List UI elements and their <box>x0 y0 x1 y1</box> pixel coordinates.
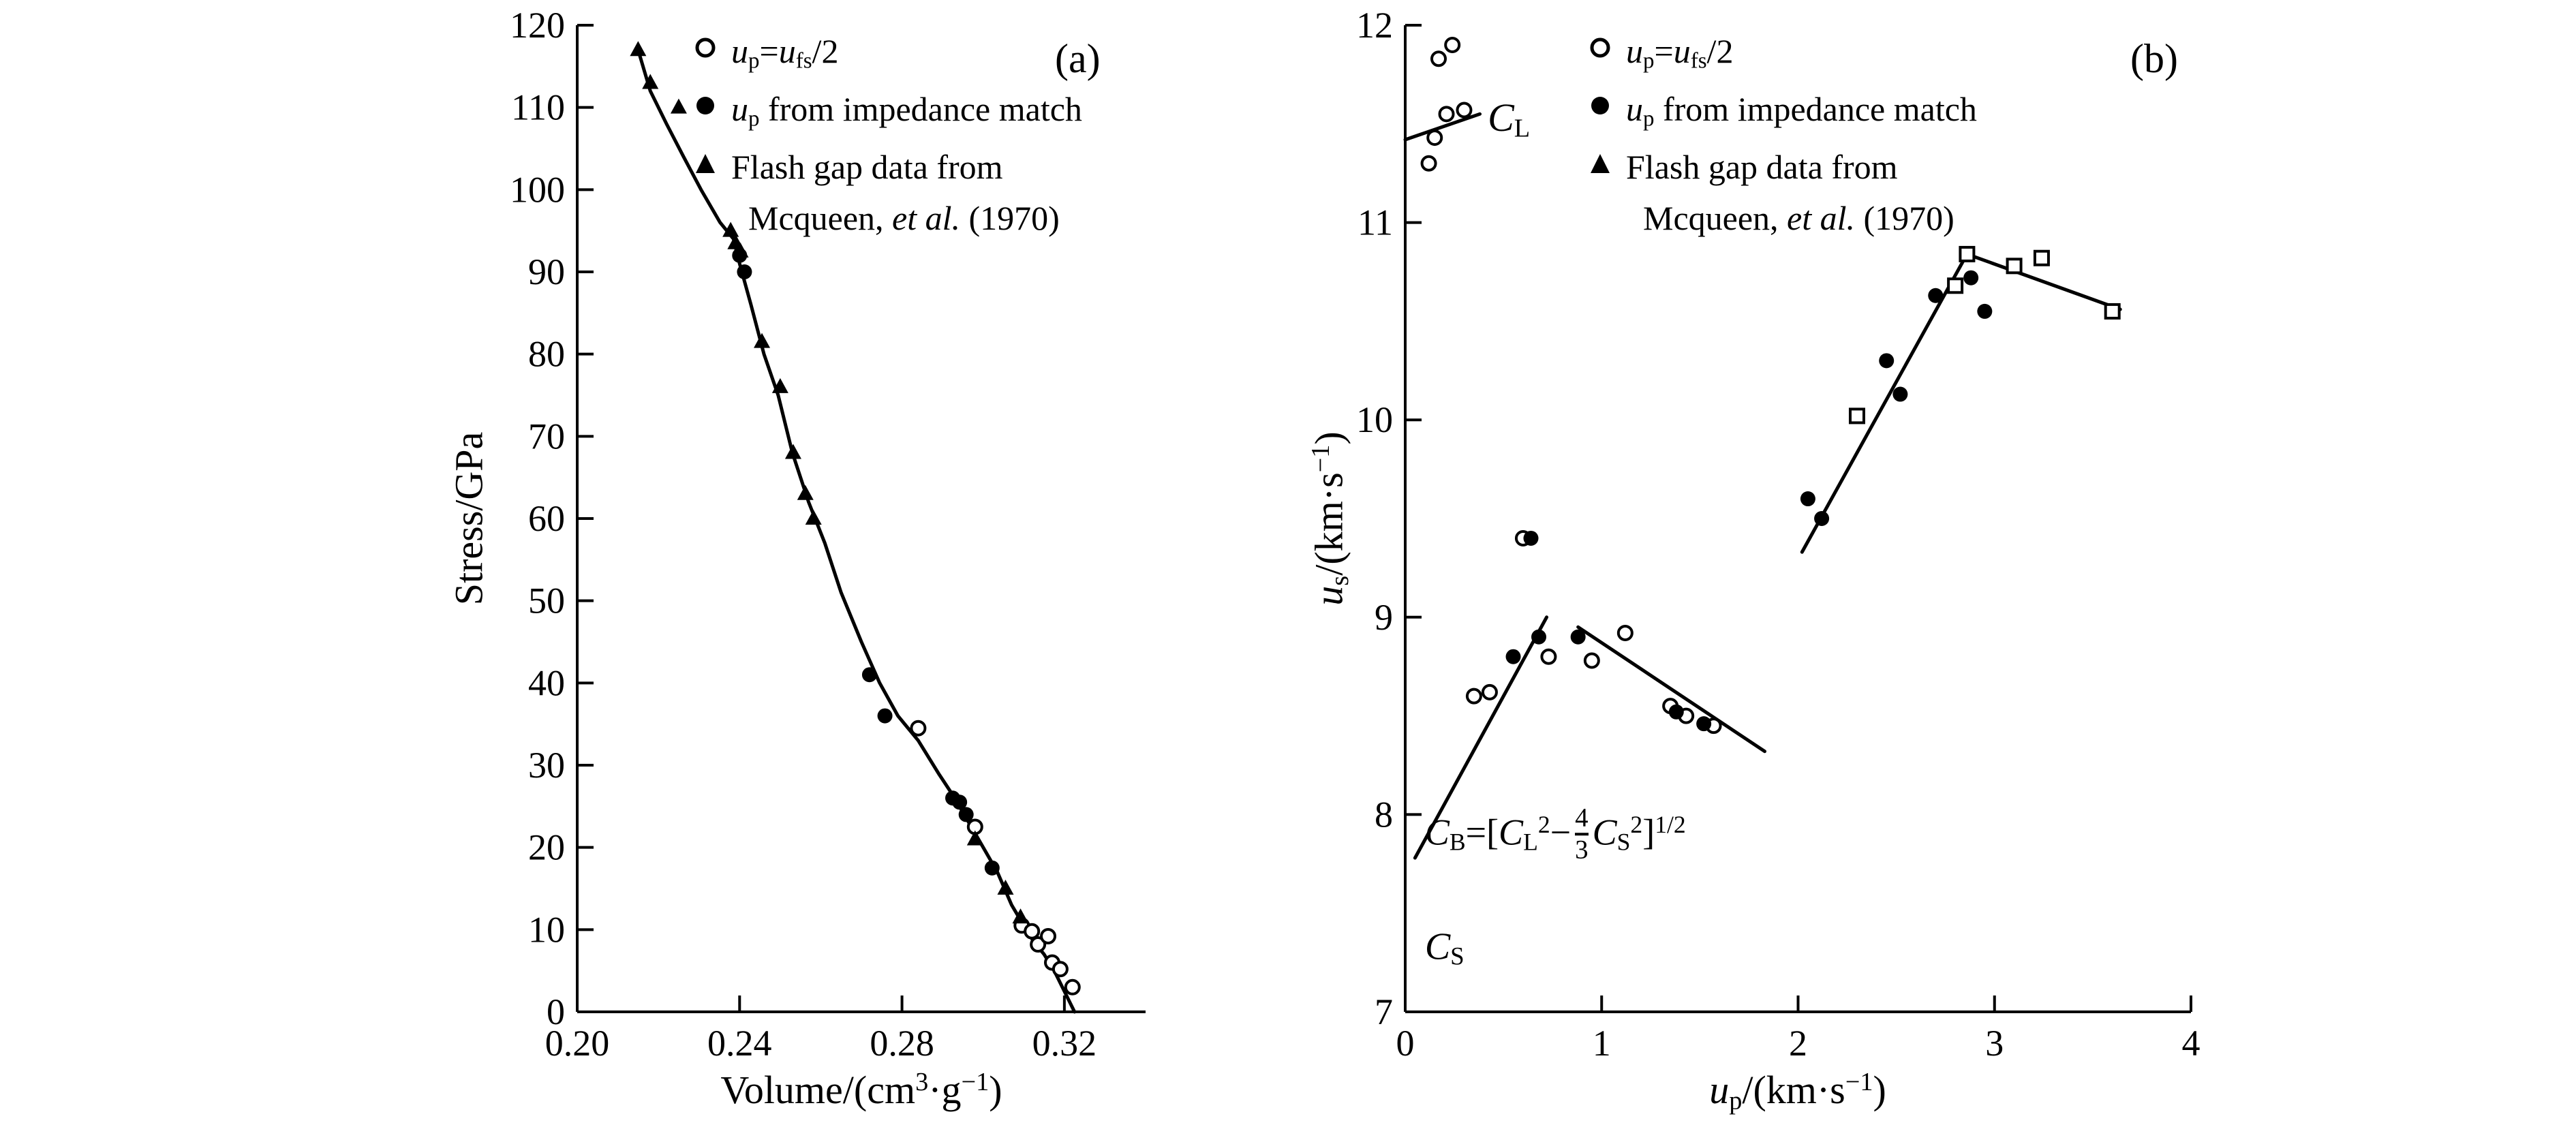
legend-label: up=ufs/2 <box>731 32 839 74</box>
legend-label: up from impedance match <box>1626 89 1977 131</box>
filled-circle-icon <box>696 96 714 114</box>
x-tick-label: 0 <box>1396 1023 1415 1064</box>
y-tick-label: 10 <box>528 909 565 950</box>
y-tick-label: 7 <box>1375 991 1393 1032</box>
series-up_half_ufs <box>1420 36 1722 735</box>
panel-a: 0.20 0.24 0.28 0.32 0 10 20 30 40 50 60 70 80 90 100 11… <box>446 5 1146 1113</box>
x-tick-label: 1 <box>1593 1023 1611 1064</box>
y-tick-label: 100 <box>510 169 565 210</box>
series-flash_gap_mcqueen_1970 <box>630 41 1029 924</box>
y-tick-label: 10 <box>1356 399 1393 440</box>
x-tick-label: 4 <box>2182 1023 2201 1064</box>
series-upper_rising_line <box>1800 252 1969 554</box>
series-open_square_data <box>1848 245 2121 424</box>
cs-label: CS <box>1424 925 1465 970</box>
x-tick-label: 0.20 <box>545 1023 610 1064</box>
legend-label: Flash gap data from Mcqueen, et al. (197… <box>731 147 1060 237</box>
legend-item: Flash gap data from Mcqueen, et al. (197… <box>692 142 1082 244</box>
legend-item: up from impedance match <box>1586 84 1977 136</box>
filled-triangle-icon <box>1591 153 1610 173</box>
x-tick-label: 0.28 <box>870 1023 934 1064</box>
y-axis-ticks: 7 8 9 10 11 12 <box>1356 5 1422 1032</box>
legend-item: up from impedance match <box>692 84 1082 136</box>
x-tick-label: 0.24 <box>707 1023 772 1064</box>
y-tick-label: 9 <box>1375 597 1393 638</box>
panel-b: 0 1 2 3 4 7 8 9 10 11 12 (b) us/(km·s−1) up/(km·s−… <box>1288 0 2576 1127</box>
series-up_impedance_match <box>732 247 1000 876</box>
y-tick-label: 80 <box>528 334 565 375</box>
series-cb_rising_line <box>1413 615 1549 860</box>
y-tick-label: 50 <box>528 581 565 621</box>
panel-a-label: (a) <box>1055 36 1101 81</box>
series-lower_falling_line <box>1576 625 1766 754</box>
series-up_half_ufs <box>910 720 1081 995</box>
open-circle-icon <box>695 37 716 58</box>
x-axis-ticks: 0.20 0.24 0.28 0.32 <box>545 995 1097 1064</box>
legend-label: Flash gap data from Mcqueen, et al. (197… <box>1626 147 1954 237</box>
series-cl_longitudinal_line <box>1403 112 1482 142</box>
legend-item: Flash gap data from Mcqueen, et al. (197… <box>1586 142 1977 244</box>
y-tick-label: 20 <box>528 827 565 868</box>
y-axis-title-a: Stress/GPa <box>446 431 491 606</box>
y-axis-ticks: 0 10 20 30 40 50 60 70 80 90 100 110 120 <box>510 5 594 1032</box>
y-tick-label: 8 <box>1375 794 1393 835</box>
filled-triangle-icon <box>696 153 715 173</box>
open-circle-icon <box>1590 37 1610 58</box>
legend-label: up=ufs/2 <box>1626 32 1734 74</box>
panel-b-label: (b) <box>2130 36 2178 81</box>
y-tick-label: 120 <box>510 5 565 46</box>
y-tick-label: 60 <box>528 498 565 539</box>
x-tick-label: 0.32 <box>1032 1023 1097 1064</box>
y-tick-label: 30 <box>528 745 565 786</box>
series-upper_falling_line <box>1965 252 2122 311</box>
y-tick-label: 110 <box>511 87 565 128</box>
y-tick-label: 0 <box>547 991 565 1032</box>
bulk-sound-speed-equation: CB=[CL2− 4 3 CS2]1/2 <box>1424 803 1686 865</box>
y-tick-label: 70 <box>528 416 565 457</box>
chart-a-plot: 0.20 0.24 0.28 0.32 0 10 20 30 40 50 60 70 80 90 100 11… <box>510 5 1146 1064</box>
legend-label: up from impedance match <box>731 89 1082 131</box>
y-tick-label: 90 <box>528 251 565 292</box>
x-tick-label: 2 <box>1789 1023 1807 1064</box>
x-axis-title-a: Volume/(cm3·g−1) <box>720 1068 1002 1113</box>
legend-b: up=ufs/2 up from impedance match Flash gap… <box>1586 26 1977 244</box>
cl-label: CL <box>1488 95 1531 143</box>
series-up_impedance_match <box>1505 270 1993 732</box>
legend-item: up=ufs/2 <box>1586 26 1977 78</box>
x-tick-label: 3 <box>1985 1023 2004 1064</box>
y-axis-title-b: us/(km·s−1) <box>1306 431 1354 606</box>
x-axis-title-b: up/(km·s−1) <box>1709 1068 1886 1115</box>
x-axis-ticks: 0 1 2 3 4 <box>1396 995 2201 1064</box>
y-tick-label: 40 <box>528 662 565 703</box>
legend-a: up=ufs/2 up from impedance match Flash gap… <box>692 26 1082 244</box>
y-tick-label: 11 <box>1358 202 1393 243</box>
filled-circle-icon <box>1591 96 1609 114</box>
legend-item: up=ufs/2 <box>692 26 1082 78</box>
y-tick-label: 12 <box>1356 5 1393 46</box>
